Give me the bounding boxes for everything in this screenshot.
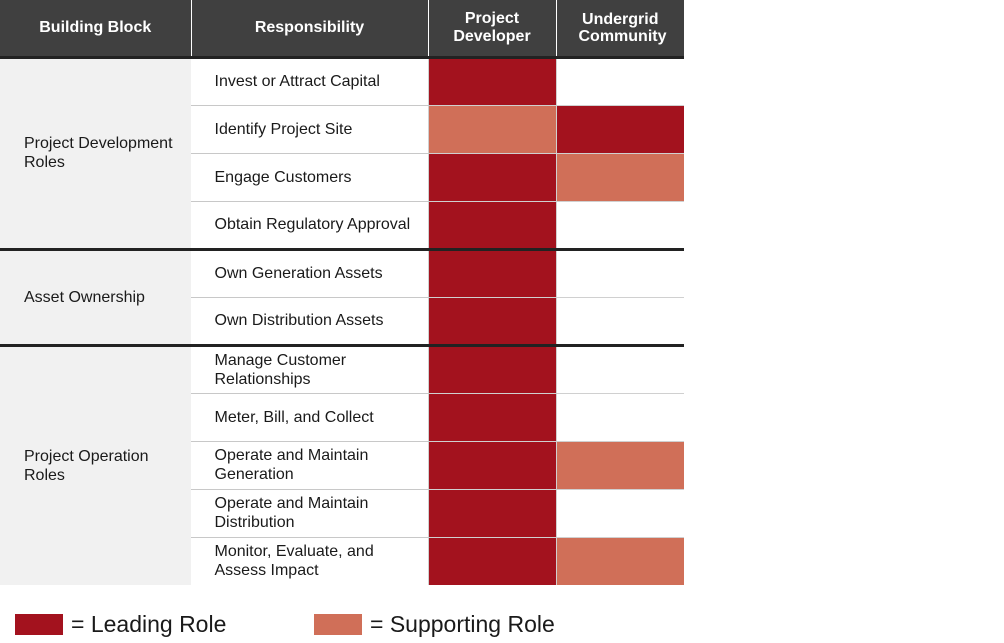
- undergrid-community-role-cell: [555, 297, 684, 347]
- roles-table: Building Block Responsibility Project De…: [0, 0, 684, 585]
- legend-label-leading: = Leading Role: [71, 610, 227, 637]
- table-header: Building Block Responsibility Project De…: [0, 0, 684, 59]
- undergrid-community-role-cell: [555, 393, 684, 442]
- undergrid-community-role-cell: [555, 345, 684, 394]
- undergrid-community-role-cell: [555, 249, 684, 298]
- responsibility-cell: Invest or Attract Capital: [190, 57, 428, 106]
- responsibility-cell: Meter, Bill, and Collect: [190, 393, 428, 442]
- header-undergrid-community: Undergrid Community: [555, 0, 684, 59]
- legend-item-supporting: = Supporting Role: [314, 610, 555, 638]
- project-developer-role-cell: [427, 201, 556, 251]
- project-developer-role-cell: [427, 489, 556, 538]
- project-developer-role-cell: [427, 537, 556, 585]
- legend: = Leading Role = Supporting Role: [15, 610, 635, 638]
- table-row: Operate and Maintain Distribution: [0, 489, 684, 538]
- header-project-developer: Project Developer: [427, 0, 556, 59]
- undergrid-community-role-cell: [555, 57, 684, 106]
- legend-swatch-supporting: [314, 613, 362, 635]
- legend-label-supporting: = Supporting Role: [370, 610, 555, 637]
- responsibility-cell: Engage Customers: [190, 153, 428, 202]
- building-block-cell: Asset Ownership: [0, 249, 191, 347]
- project-developer-role-cell: [427, 249, 556, 298]
- undergrid-community-role-cell: [555, 105, 684, 154]
- project-developer-role-cell: [427, 393, 556, 442]
- table-row: Project Development Roles Invest or Attra…: [0, 57, 684, 251]
- table-row: Meter, Bill, and Collect: [0, 393, 684, 442]
- responsibility-cell: Obtain Regulatory Approval: [190, 201, 428, 251]
- responsibility-cell: Monitor, Evaluate, and Assess Impact: [190, 537, 428, 585]
- undergrid-community-role-cell: [555, 489, 684, 538]
- responsibility-cell: Operate and Maintain Generation: [190, 441, 428, 490]
- table-body: Project Development Roles Invest or Attra…: [0, 57, 684, 585]
- table-row: Obtain Regulatory Approval: [0, 201, 684, 251]
- header-building-block: Building Block: [0, 0, 191, 59]
- legend-swatch-leading: [15, 613, 63, 635]
- building-block-cell: Project Development Roles: [0, 57, 191, 251]
- project-developer-role-cell: [427, 57, 556, 106]
- project-developer-role-cell: [427, 153, 556, 202]
- responsibility-cell: Manage Customer Relationships: [190, 345, 428, 394]
- project-developer-role-cell: [427, 441, 556, 490]
- undergrid-community-role-cell: [555, 537, 684, 585]
- responsibility-cell: Operate and Maintain Distribution: [190, 489, 428, 538]
- undergrid-community-role-cell: [555, 441, 684, 490]
- table-row: Asset Ownership Own Generation Assets: [0, 249, 684, 347]
- table-row: Own Distribution Assets: [0, 297, 684, 347]
- table-row: Project Operation Roles Manage Customer R…: [0, 345, 684, 585]
- header-responsibility: Responsibility: [190, 0, 428, 59]
- project-developer-role-cell: [427, 297, 556, 347]
- header-row: Building Block Responsibility Project De…: [0, 0, 684, 59]
- responsibility-cell: Identify Project Site: [190, 105, 428, 154]
- building-block-cell: Project Operation Roles: [0, 345, 191, 585]
- undergrid-community-role-cell: [555, 201, 684, 251]
- table-row: Identify Project Site: [0, 105, 684, 154]
- project-developer-role-cell: [427, 345, 556, 394]
- table-row: Monitor, Evaluate, and Assess Impact: [0, 537, 684, 585]
- responsibility-cell: Own Generation Assets: [190, 249, 428, 298]
- legend-item-leading: = Leading Role: [15, 610, 226, 638]
- table-row: Engage Customers: [0, 153, 684, 202]
- project-developer-role-cell: [427, 105, 556, 154]
- table-row: Operate and Maintain Generation: [0, 441, 684, 490]
- responsibility-cell: Own Distribution Assets: [190, 297, 428, 347]
- undergrid-community-role-cell: [555, 153, 684, 202]
